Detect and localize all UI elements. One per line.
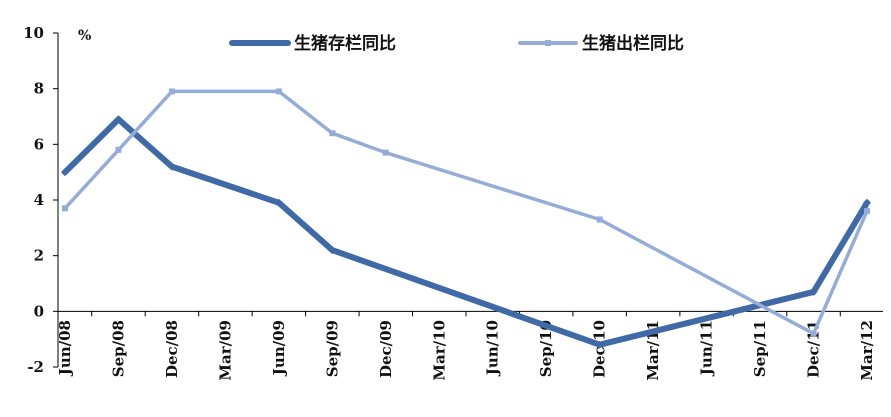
y-tick-label: 8 — [34, 80, 44, 98]
data-point-series-1 — [328, 246, 337, 255]
legend-marker-2 — [545, 40, 551, 46]
data-point-series-2 — [115, 146, 122, 153]
x-tick-label: Dec/10 — [591, 320, 609, 378]
data-point-series-2 — [382, 149, 389, 156]
data-point-series-2 — [810, 330, 817, 337]
data-point-series-1 — [809, 287, 818, 296]
data-point-series-2 — [168, 88, 175, 95]
x-tick-label: Sep/08 — [109, 320, 127, 377]
x-tick-label: Jun/08 — [56, 320, 74, 377]
legend-label-2: 生猪出栏同比 — [582, 33, 684, 54]
data-point-series-2 — [62, 205, 68, 212]
data-point-series-2 — [329, 130, 336, 137]
data-point-series-2 — [864, 208, 870, 215]
data-point-series-1 — [114, 115, 123, 124]
x-tick-label: Sep/11 — [751, 320, 769, 377]
x-tick-label: Mar/10 — [430, 320, 448, 381]
x-tick-label: Sep/09 — [323, 320, 341, 377]
x-tick-label: Jun/11 — [698, 320, 716, 377]
series-line-1 — [62, 116, 870, 348]
x-tick-label: Dec/08 — [163, 320, 181, 378]
data-point-series-1 — [595, 340, 604, 349]
x-tick-label: Mar/12 — [858, 320, 876, 381]
data-point-series-1 — [863, 198, 871, 207]
y-tick-label: 2 — [34, 247, 44, 265]
x-tick-label: Dec/09 — [377, 320, 395, 378]
data-point-series-1 — [61, 168, 69, 177]
y-tick-label: 4 — [34, 191, 44, 209]
y-unit-label: % — [78, 28, 91, 44]
y-tick-label: 0 — [34, 302, 44, 320]
data-point-series-1 — [274, 198, 283, 207]
data-point-series-2 — [275, 88, 282, 95]
x-tick-label: Jun/09 — [270, 320, 288, 377]
data-point-series-1 — [167, 162, 176, 171]
data-point-series-2 — [596, 216, 603, 223]
x-tick-label: Dec/11 — [805, 320, 823, 378]
y-tick-label: 6 — [34, 135, 44, 153]
x-tick-label: Mar/09 — [216, 320, 234, 381]
legend-label-1: 生猪存栏同比 — [294, 33, 396, 54]
x-tick-label: Sep/10 — [537, 320, 555, 377]
y-tick-label: 10 — [23, 24, 44, 42]
y-tick-label: -2 — [27, 358, 44, 376]
x-tick-label: Jun/10 — [484, 320, 502, 377]
